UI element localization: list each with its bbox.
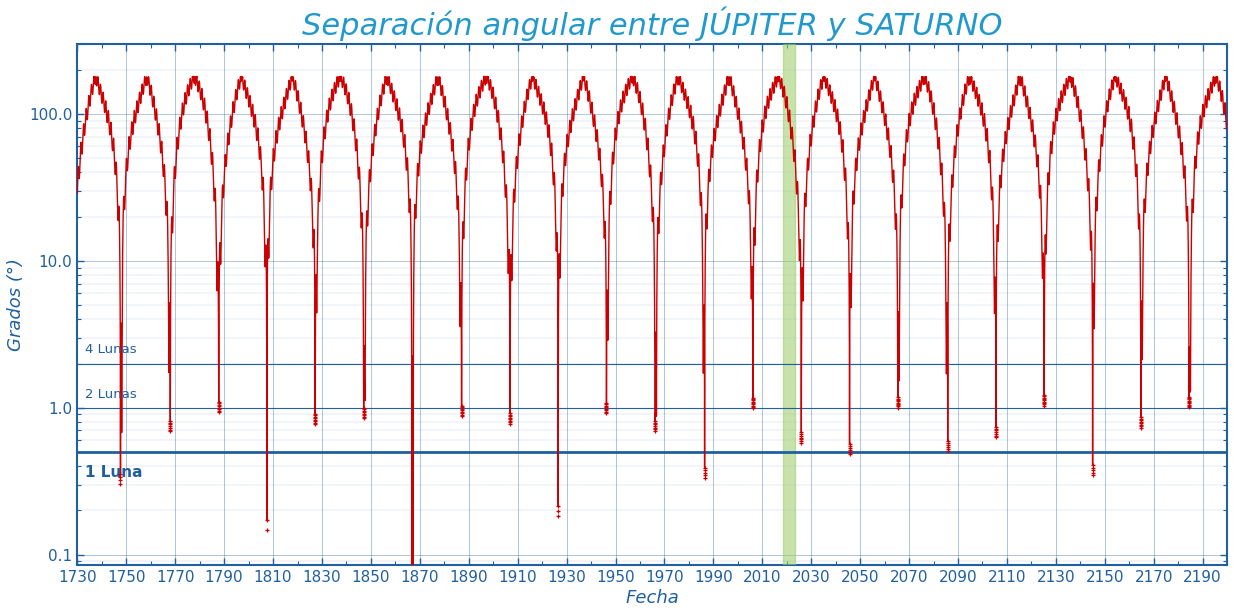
Text: 2 Lunas: 2 Lunas <box>85 387 137 400</box>
Title: Separación angular entre JÚPITER y SATURNO: Separación angular entre JÚPITER y SATUR… <box>302 7 1002 41</box>
Y-axis label: Grados (°): Grados (°) <box>7 258 25 351</box>
X-axis label: Fecha: Fecha <box>626 589 679 607</box>
Text: 1 Luna: 1 Luna <box>85 465 142 480</box>
Bar <box>782 44 795 565</box>
Text: 4 Lunas: 4 Lunas <box>85 343 136 356</box>
